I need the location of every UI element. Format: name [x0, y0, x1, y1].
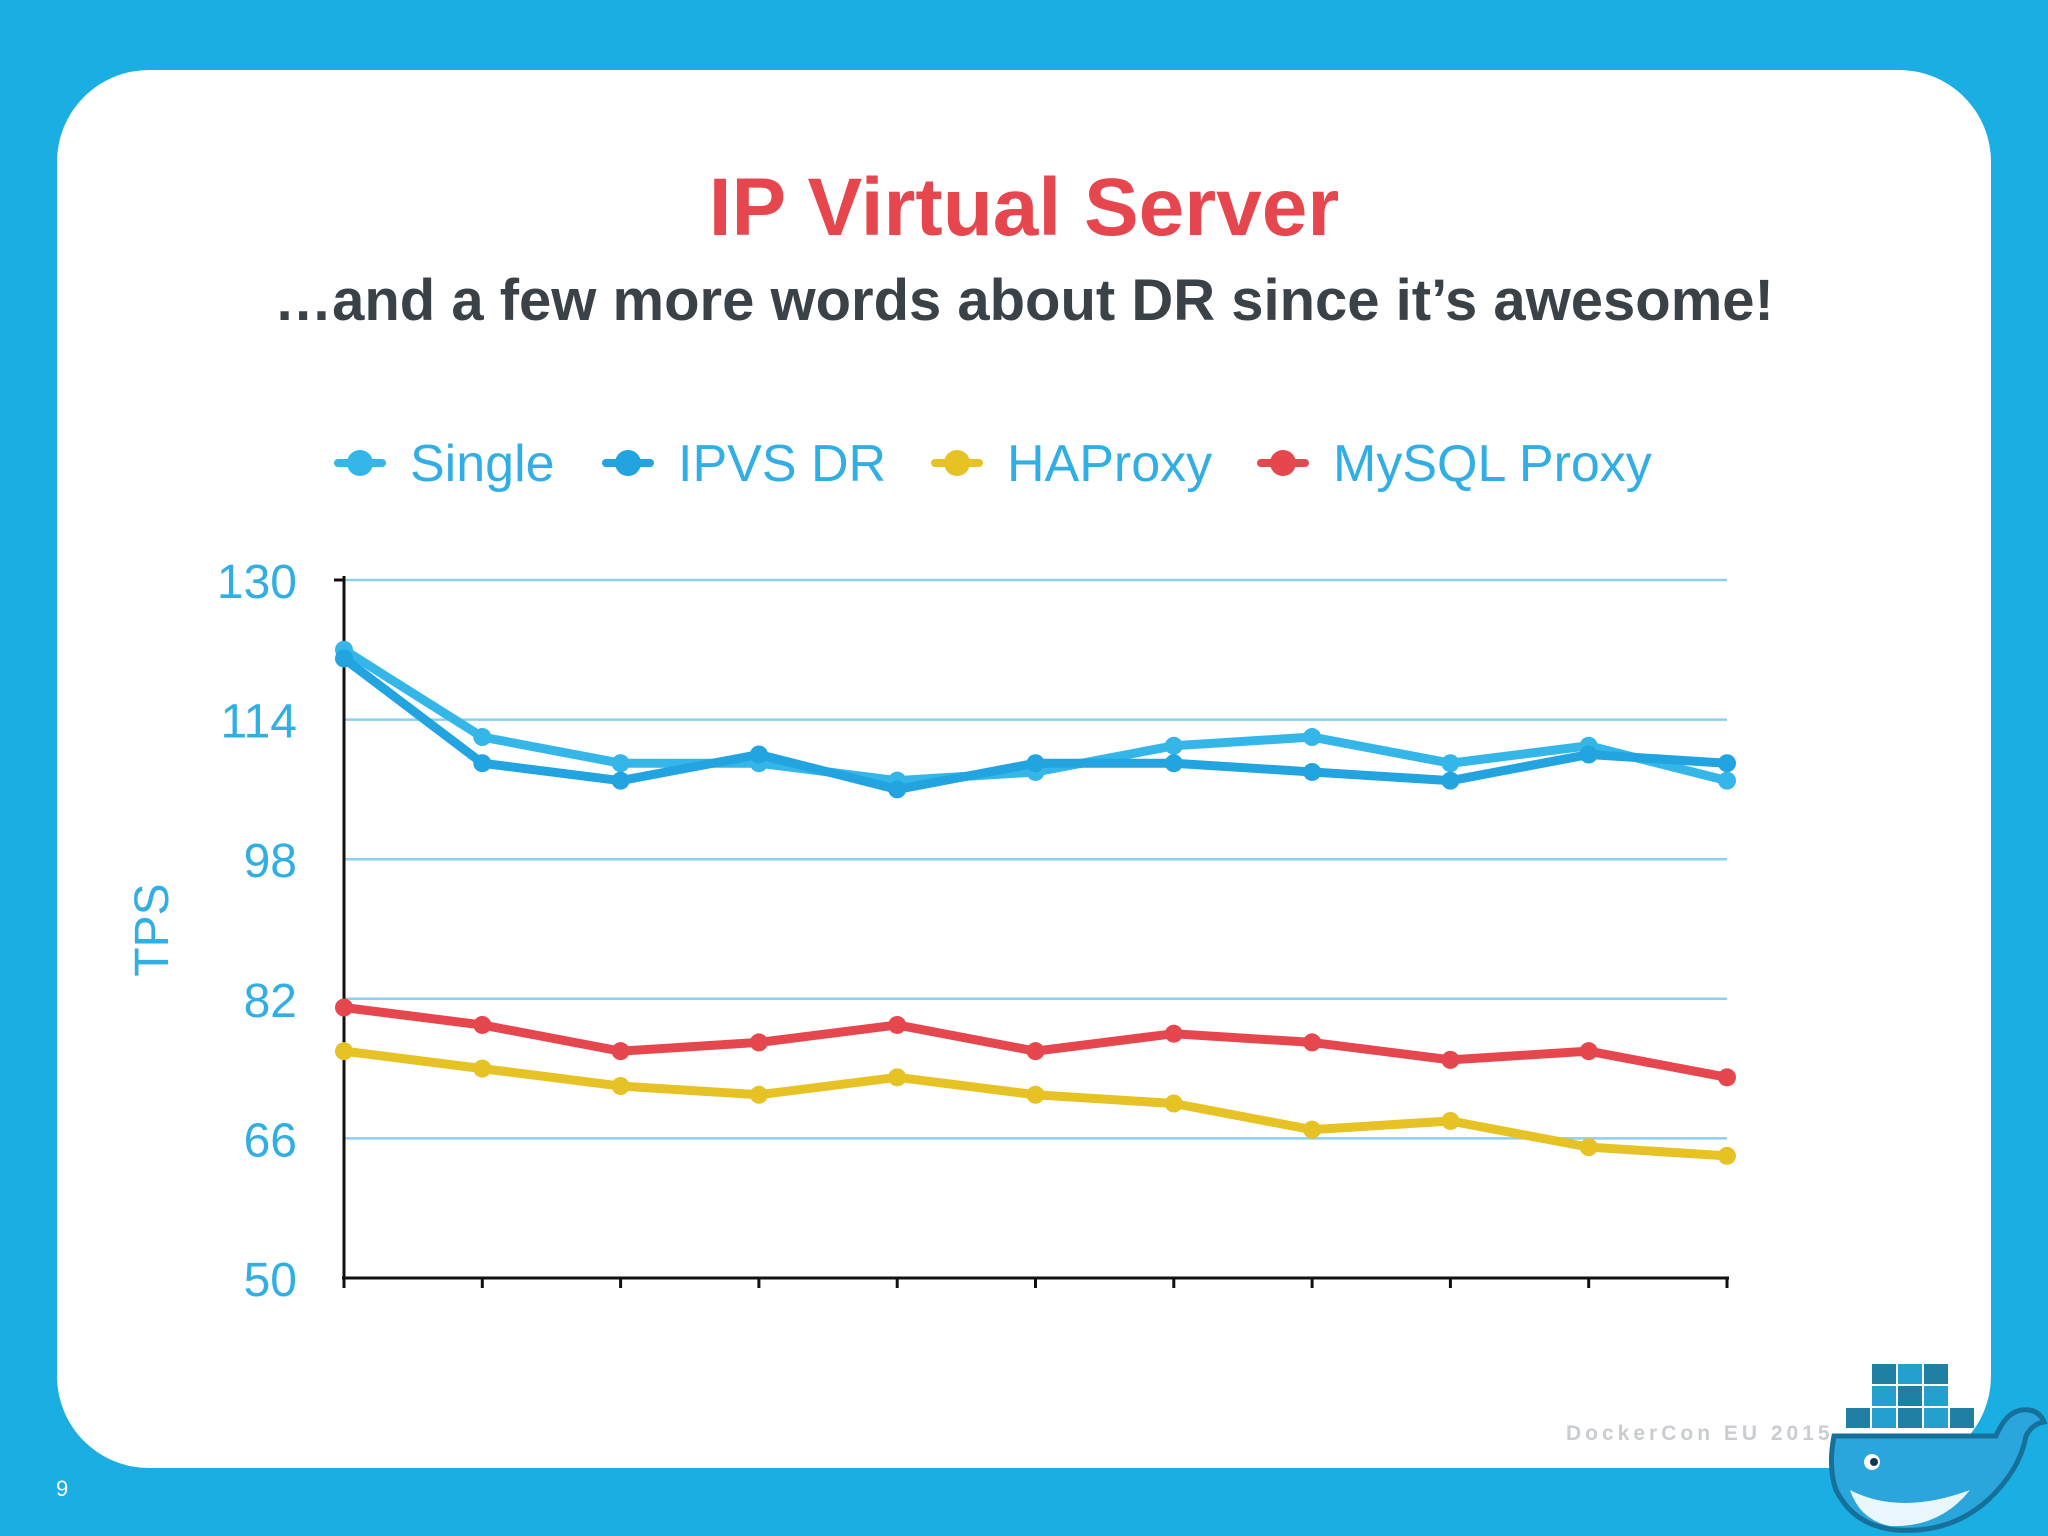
data-point — [1441, 1050, 1460, 1069]
legend-item: HAProxy — [931, 435, 1212, 493]
data-point — [1026, 754, 1045, 773]
y-axis-label: TPS — [126, 883, 179, 976]
chart-y-tick-labels: 50 66 82 98 114 130 — [217, 556, 297, 1307]
data-point — [888, 780, 907, 799]
data-point — [1579, 1042, 1598, 1061]
data-point — [1026, 1085, 1045, 1104]
data-point — [335, 649, 353, 668]
data-point — [335, 998, 353, 1017]
event-footer: DockerCon EU 2015 — [1566, 1422, 1834, 1445]
data-point — [1718, 754, 1736, 773]
slide-title: IP Virtual Server — [708, 162, 1340, 253]
data-point — [749, 1085, 768, 1104]
chart-gridlines — [344, 578, 1727, 1140]
slide-subtitle: …and a few more words about DR since it’… — [274, 268, 1774, 333]
legend-label: HAProxy — [1007, 435, 1212, 493]
data-point — [1164, 736, 1183, 755]
data-point — [1441, 1111, 1460, 1130]
data-point — [1164, 754, 1183, 773]
legend-item: MySQL Proxy — [1257, 435, 1652, 493]
data-point — [888, 1068, 907, 1087]
data-point — [473, 1015, 492, 1034]
legend-label: IPVS DR — [678, 435, 886, 493]
legend-item: Single — [334, 435, 555, 493]
y-tick-label: 82 — [244, 975, 297, 1028]
data-point — [1303, 1120, 1322, 1139]
series-haproxy — [335, 1042, 1736, 1165]
chart-axes — [334, 576, 1729, 1288]
data-point — [611, 754, 630, 773]
legend-marker-dot — [944, 450, 970, 476]
data-point — [473, 754, 492, 773]
data-point — [1164, 1094, 1183, 1113]
series-ipvs-dr — [335, 649, 1736, 799]
y-tick-label: 130 — [217, 556, 297, 609]
chart-legend: Single IPVS DR HAProxy MySQL Proxy — [334, 435, 1652, 493]
data-point — [1441, 754, 1460, 773]
data-point — [473, 728, 492, 747]
data-point — [1579, 745, 1598, 764]
data-point — [611, 1077, 630, 1096]
legend-marker-dot — [347, 450, 373, 476]
data-point — [1718, 1068, 1736, 1087]
data-point — [335, 1042, 353, 1061]
y-tick-label: 98 — [244, 835, 297, 888]
data-point — [611, 1042, 630, 1061]
data-point — [611, 771, 630, 790]
legend-label: MySQL Proxy — [1333, 435, 1652, 493]
legend-item: IPVS DR — [602, 435, 886, 493]
legend-marker-dot — [1270, 450, 1296, 476]
legend-label: Single — [410, 435, 555, 493]
y-tick-label: 50 — [244, 1254, 297, 1307]
chart-series — [335, 640, 1736, 1165]
y-tick-label: 66 — [244, 1114, 297, 1167]
data-point — [1303, 728, 1322, 747]
data-point — [1026, 1042, 1045, 1061]
data-point — [888, 1015, 907, 1034]
data-point — [1441, 771, 1460, 790]
data-point — [1718, 771, 1736, 790]
docker-whale-logo — [1828, 1364, 2048, 1533]
data-point — [749, 745, 768, 764]
y-tick-label: 114 — [220, 696, 297, 749]
data-point — [1303, 1033, 1322, 1052]
data-point — [1718, 1146, 1736, 1165]
legend-marker-dot — [615, 450, 641, 476]
slide-page-number: 9 — [56, 1476, 69, 1501]
data-point — [1164, 1024, 1183, 1043]
data-point — [1303, 762, 1322, 781]
data-point — [749, 1033, 768, 1052]
data-point — [1579, 1138, 1598, 1157]
data-point — [473, 1059, 492, 1078]
series-mysql-proxy — [335, 998, 1736, 1087]
